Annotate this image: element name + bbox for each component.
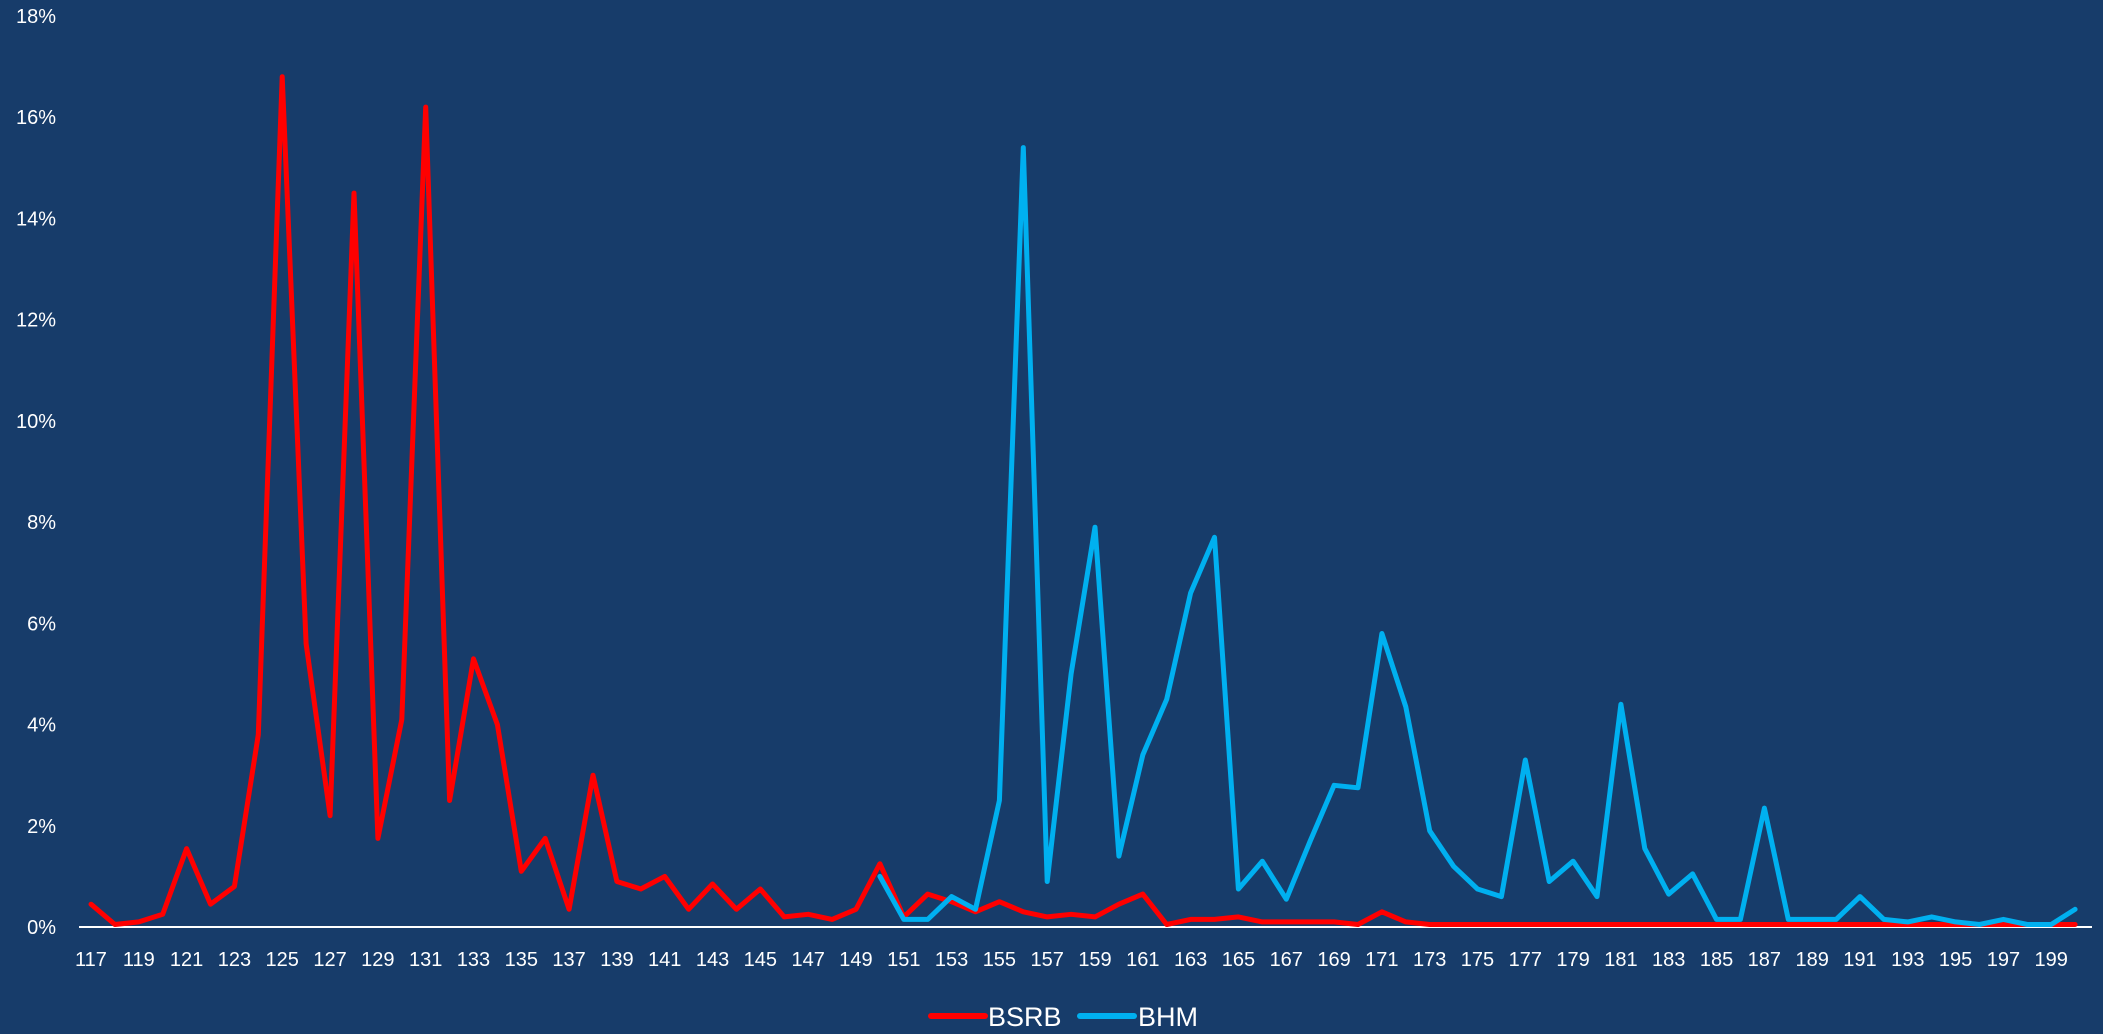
x-tick-label: 147 bbox=[791, 949, 824, 971]
y-tick-label: 2% bbox=[27, 816, 56, 838]
y-tick-label: 0% bbox=[27, 917, 56, 939]
x-tick-label: 199 bbox=[2035, 949, 2068, 971]
x-tick-label: 167 bbox=[1270, 949, 1303, 971]
x-tick-label: 131 bbox=[409, 949, 442, 971]
y-tick-label: 18% bbox=[16, 6, 56, 28]
y-tick-label: 6% bbox=[27, 613, 56, 635]
y-tick-label: 4% bbox=[27, 715, 56, 737]
x-tick-label: 169 bbox=[1317, 949, 1350, 971]
y-tick-label: 16% bbox=[16, 107, 56, 129]
x-tick-label: 189 bbox=[1795, 949, 1828, 971]
x-tick-label: 129 bbox=[361, 949, 394, 971]
x-tick-label: 155 bbox=[983, 949, 1016, 971]
series-line-bhm bbox=[877, 145, 2078, 927]
legend-label-bhm: BHM bbox=[1138, 1002, 1198, 1029]
x-tick-label: 141 bbox=[648, 949, 681, 971]
x-tick-label: 125 bbox=[266, 949, 299, 971]
x-tick-label: 153 bbox=[935, 949, 968, 971]
legend-label-bsrb: BSRB bbox=[988, 1002, 1062, 1029]
x-tick-label: 145 bbox=[744, 949, 777, 971]
y-tick-label: 10% bbox=[16, 411, 56, 433]
y-tick-label: 12% bbox=[16, 310, 56, 332]
x-tick-label: 179 bbox=[1556, 949, 1589, 971]
x-tick-label: 133 bbox=[457, 949, 490, 971]
x-tick-label: 159 bbox=[1078, 949, 1111, 971]
x-tick-label: 165 bbox=[1222, 949, 1255, 971]
y-tick-label: 8% bbox=[27, 512, 56, 534]
y-tick-label: 14% bbox=[16, 208, 56, 230]
x-tick-label: 139 bbox=[600, 949, 633, 971]
x-tick-label: 151 bbox=[887, 949, 920, 971]
x-tick-label: 157 bbox=[1031, 949, 1064, 971]
x-tick-label: 177 bbox=[1509, 949, 1542, 971]
x-tick-label: 173 bbox=[1413, 949, 1446, 971]
y-axis-tick-labels: 0% 2% 4% 6% 8% 10% 12% 14% 16% 18% bbox=[16, 6, 56, 939]
x-tick-label: 123 bbox=[218, 949, 251, 971]
x-tick-label: 149 bbox=[839, 949, 872, 971]
x-tick-label: 171 bbox=[1365, 949, 1398, 971]
x-tick-label: 193 bbox=[1891, 949, 1924, 971]
series-lines bbox=[88, 74, 2078, 927]
x-tick-label: 183 bbox=[1652, 949, 1685, 971]
x-tick-label: 163 bbox=[1174, 949, 1207, 971]
series-line-bsrb bbox=[88, 74, 2078, 927]
x-tick-label: 135 bbox=[505, 949, 538, 971]
x-tick-label: 195 bbox=[1939, 949, 1972, 971]
x-tick-label: 137 bbox=[552, 949, 585, 971]
x-tick-label: 185 bbox=[1700, 949, 1733, 971]
x-tick-label: 175 bbox=[1461, 949, 1494, 971]
x-tick-label: 187 bbox=[1748, 949, 1781, 971]
x-axis-tick-labels: 117 119 121 123 125 127 129 131 133 135 137 139 141 1… bbox=[75, 949, 2068, 971]
x-tick-label: 161 bbox=[1126, 949, 1159, 971]
legend: BSRB BHM bbox=[928, 1002, 1198, 1032]
x-tick-label: 127 bbox=[313, 949, 346, 971]
x-tick-label: 181 bbox=[1604, 949, 1637, 971]
x-tick-label: 191 bbox=[1843, 949, 1876, 971]
x-tick-label: 121 bbox=[170, 949, 203, 971]
x-tick-label: 119 bbox=[123, 949, 155, 971]
x-tick-label: 197 bbox=[1987, 949, 2020, 971]
x-tick-label: 143 bbox=[696, 949, 729, 971]
x-tick-label: 117 bbox=[75, 949, 107, 971]
